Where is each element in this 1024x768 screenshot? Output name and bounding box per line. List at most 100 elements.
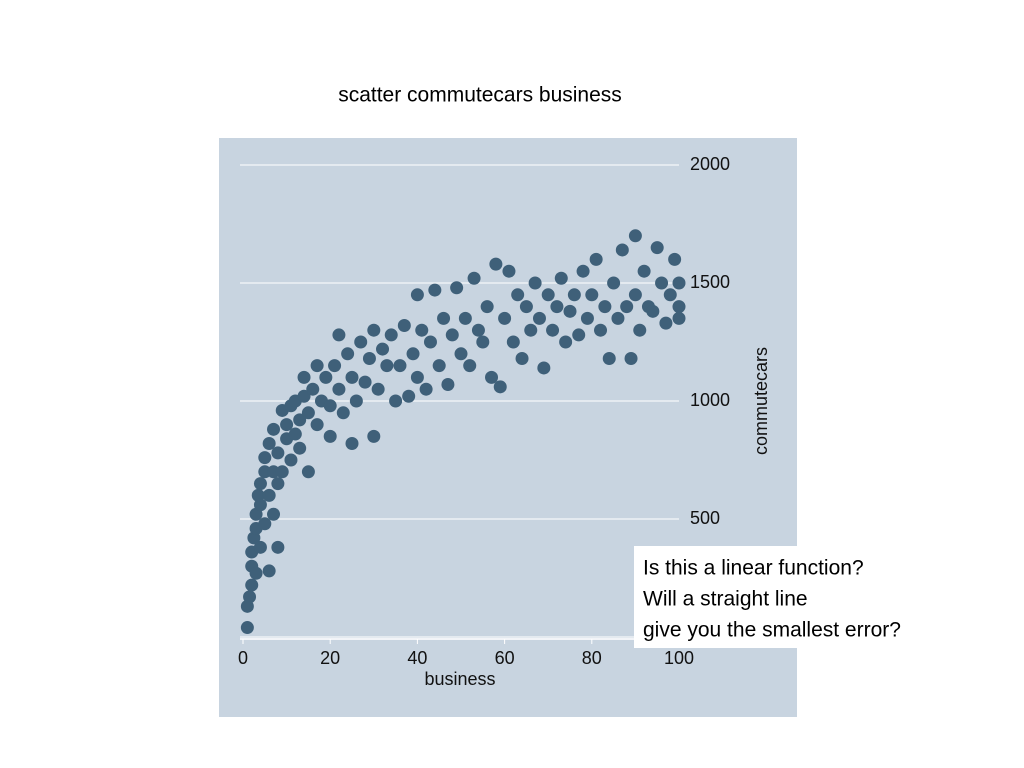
point [406, 347, 420, 361]
point [310, 418, 324, 432]
point [323, 429, 337, 443]
point [585, 288, 599, 302]
point [419, 382, 433, 396]
point [367, 323, 381, 337]
point [476, 335, 490, 349]
point [559, 335, 573, 349]
point [332, 328, 346, 342]
y-axis-label: commutecars [751, 347, 771, 455]
x-tick-label: 20 [320, 648, 340, 668]
point [432, 359, 446, 373]
point [301, 465, 315, 479]
point [245, 578, 259, 592]
annotation-line: give you the smallest error? [643, 619, 901, 642]
x-tick-label: 60 [495, 648, 515, 668]
point [633, 323, 647, 337]
point [328, 359, 342, 373]
point [663, 288, 677, 302]
point [262, 436, 276, 450]
point [611, 311, 625, 325]
point [319, 370, 333, 384]
axes: 0500100015002000020406080100 [238, 154, 730, 668]
point [423, 335, 437, 349]
y-tick-label: 1500 [690, 272, 730, 292]
point [576, 264, 590, 278]
point [458, 311, 472, 325]
point [267, 422, 281, 436]
point [323, 399, 337, 413]
point [572, 328, 586, 342]
point [253, 498, 267, 512]
chart-title: scatter commutecars business [338, 84, 622, 107]
point [275, 465, 289, 479]
point [441, 377, 455, 391]
point [288, 427, 302, 441]
point [262, 564, 276, 578]
point [655, 276, 669, 290]
point [628, 229, 642, 243]
point [345, 436, 359, 450]
point [354, 335, 368, 349]
point [672, 311, 686, 325]
point [258, 517, 272, 531]
point [310, 359, 324, 373]
point [389, 394, 403, 408]
point [532, 311, 546, 325]
point [301, 406, 315, 420]
x-tick-label: 80 [582, 648, 602, 668]
point [463, 359, 477, 373]
point [515, 352, 529, 366]
point [280, 418, 294, 432]
point [271, 477, 285, 491]
point [502, 264, 516, 278]
point [253, 477, 267, 491]
x-axis-label: business [424, 669, 495, 689]
y-tick-label: 2000 [690, 154, 730, 174]
point [437, 311, 451, 325]
point [428, 283, 442, 297]
point [410, 288, 424, 302]
point [450, 281, 464, 295]
annotation-box [634, 546, 940, 648]
point [297, 370, 311, 384]
point [563, 304, 577, 318]
points [240, 229, 686, 635]
point [506, 335, 520, 349]
point [376, 342, 390, 356]
point [262, 488, 276, 502]
point [336, 406, 350, 420]
point [415, 323, 429, 337]
annotation-line: Will a straight line [643, 588, 808, 611]
point [362, 352, 376, 366]
point [358, 375, 372, 389]
point [297, 389, 311, 403]
point [602, 352, 616, 366]
y-tick-label: 1000 [690, 390, 730, 410]
point [249, 566, 263, 580]
point [672, 276, 686, 290]
y-tick-label: 500 [690, 508, 720, 528]
point [367, 429, 381, 443]
point [498, 311, 512, 325]
point [537, 361, 551, 375]
point [480, 300, 494, 314]
point [293, 413, 307, 427]
point [471, 323, 485, 337]
point [345, 370, 359, 384]
point [624, 352, 638, 366]
point [349, 394, 363, 408]
point [493, 380, 507, 394]
x-tick-label: 0 [238, 648, 248, 668]
point [402, 389, 416, 403]
point [607, 276, 621, 290]
point [541, 288, 555, 302]
point [271, 446, 285, 460]
point [567, 288, 581, 302]
point [293, 441, 307, 455]
point [380, 359, 394, 373]
point [580, 311, 594, 325]
point [489, 257, 503, 271]
point [598, 300, 612, 314]
